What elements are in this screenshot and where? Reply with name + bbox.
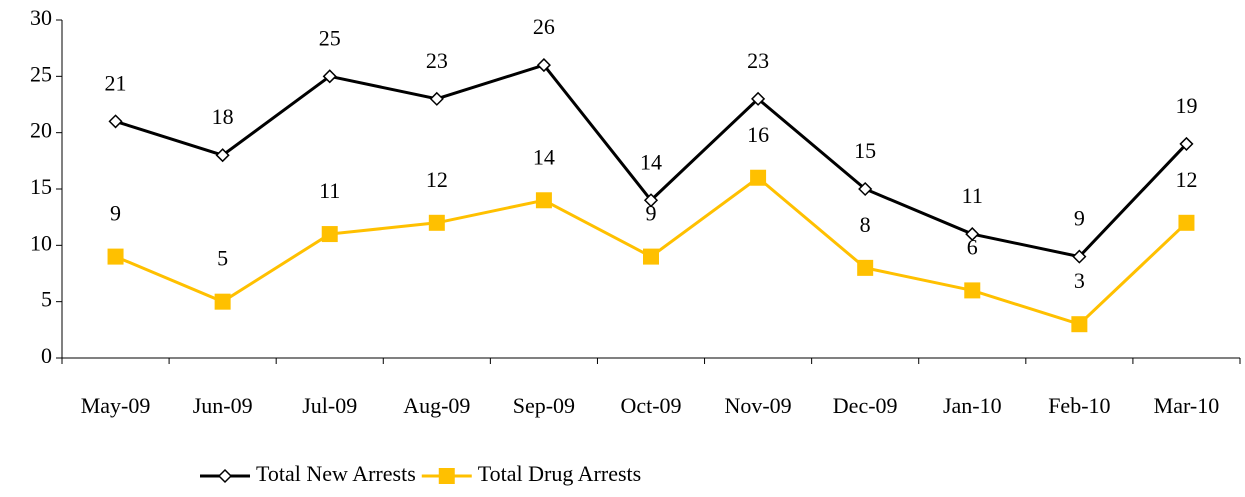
y-tick-label: 0 — [41, 343, 52, 368]
data-label: 12 — [426, 167, 448, 192]
marker — [643, 193, 659, 208]
marker — [536, 58, 551, 73]
y-tick-label: 5 — [41, 287, 52, 312]
y-tick-label: 30 — [30, 5, 52, 30]
marker — [965, 227, 980, 242]
x-tick-label: Sep-09 — [513, 393, 575, 418]
marker — [535, 192, 552, 209]
data-label: 25 — [319, 25, 341, 50]
x-tick-label: Jan-10 — [943, 393, 1002, 418]
marker — [321, 226, 338, 243]
x-tick-label: Nov-09 — [724, 393, 791, 418]
marker — [750, 169, 767, 186]
data-label: 26 — [533, 14, 555, 39]
legend: Total New Arrests Total Drug Arrests — [200, 461, 641, 486]
x-tick-label: Dec-09 — [833, 393, 898, 418]
data-label: 11 — [962, 183, 983, 208]
marker — [107, 248, 124, 265]
marker — [1178, 214, 1195, 231]
marker — [643, 248, 659, 265]
x-tick-label: Aug-09 — [403, 393, 470, 418]
x-tick-label: May-09 — [81, 393, 151, 418]
data-label: 15 — [854, 138, 876, 163]
data-label: 18 — [212, 104, 234, 129]
x-tick-label: Feb-10 — [1048, 393, 1110, 418]
data-label: 19 — [1175, 93, 1197, 118]
marker — [108, 114, 123, 129]
data-label: 21 — [105, 70, 127, 95]
y-tick-label: 25 — [30, 61, 52, 86]
marker — [215, 148, 230, 163]
x-tick-label: Mar-10 — [1154, 393, 1220, 418]
marker — [964, 282, 981, 299]
marker — [438, 468, 455, 484]
x-tick-label: Jun-09 — [193, 393, 253, 418]
marker — [857, 259, 874, 276]
data-label: 11 — [319, 178, 340, 203]
data-label: 12 — [1175, 167, 1197, 192]
marker — [217, 468, 233, 484]
y-tick-label: 10 — [30, 230, 52, 255]
data-label: 9 — [646, 201, 657, 226]
legend-label: Total New Arrests — [256, 461, 416, 486]
data-label: 8 — [860, 212, 871, 237]
data-label: 5 — [217, 246, 228, 271]
y-tick-label: 20 — [30, 118, 52, 143]
x-tick-label: Jul-09 — [302, 393, 357, 418]
marker — [858, 181, 873, 197]
marker — [429, 91, 444, 106]
data-label: 3 — [1074, 268, 1085, 293]
data-label: 9 — [110, 201, 121, 226]
marker — [322, 69, 337, 84]
data-label: 14 — [533, 144, 555, 169]
marker — [428, 214, 445, 231]
marker — [1071, 316, 1088, 333]
data-label: 23 — [426, 48, 448, 73]
y-tick-label: 15 — [30, 174, 52, 199]
x-tick-label: Oct-09 — [620, 393, 681, 418]
data-label: 9 — [1074, 206, 1085, 231]
data-label: 14 — [640, 149, 662, 174]
marker — [1179, 136, 1194, 151]
data-label: 23 — [747, 48, 769, 73]
data-label: 6 — [967, 234, 978, 259]
data-label: 16 — [747, 122, 769, 147]
legend-label: Total Drug Arrests — [478, 461, 641, 486]
marker — [214, 293, 231, 310]
marker — [1072, 249, 1087, 264]
marker — [751, 91, 766, 106]
